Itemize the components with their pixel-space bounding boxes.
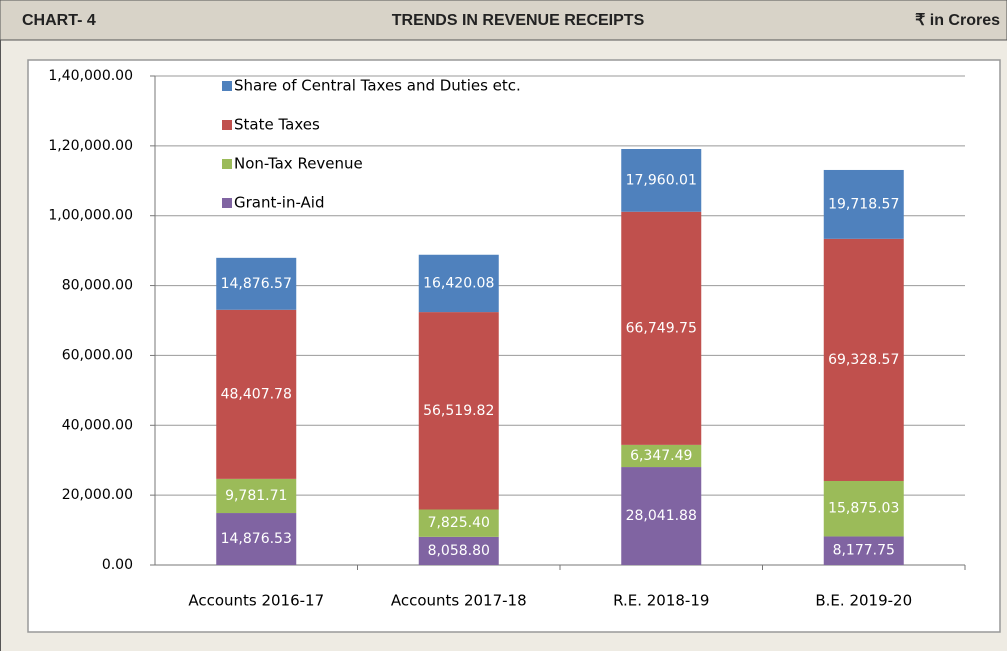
- bar-segment: [216, 257, 297, 310]
- bar-segment: [216, 513, 297, 565]
- data-label: 48,407.78: [221, 386, 292, 402]
- legend-swatch: [222, 159, 232, 169]
- data-label: 9,781.71: [225, 488, 287, 504]
- bar-segment: [621, 467, 702, 565]
- data-label: 6,347.49: [630, 448, 692, 464]
- x-tick-label: B.E. 2019-20: [815, 592, 912, 610]
- data-label: 7,825.40: [428, 515, 490, 531]
- x-tick-label: Accounts 2017-18: [391, 592, 527, 610]
- data-label: 56,519.82: [423, 403, 494, 419]
- data-label: 8,177.75: [833, 543, 895, 559]
- bar-segment: [621, 444, 702, 468]
- bar-segment: [823, 536, 904, 565]
- y-tick-label: 0.00: [102, 557, 133, 573]
- data-label: 66,749.75: [626, 320, 697, 336]
- legend-label: Non-Tax Revenue: [234, 155, 363, 173]
- data-label: 28,041.88: [626, 508, 697, 524]
- bar-segment: [418, 509, 499, 537]
- legend-swatch: [222, 198, 232, 208]
- y-tick-label: 80,000.00: [62, 278, 133, 294]
- legend-label: State Taxes: [234, 116, 320, 134]
- bar-segment: [621, 149, 702, 212]
- bar-segment: [418, 254, 499, 313]
- bar-segment: [621, 211, 702, 445]
- data-label: 8,058.80: [428, 543, 490, 559]
- y-tick-label: 1,00,000.00: [48, 208, 133, 224]
- bar-segment: [216, 478, 297, 514]
- data-label: 14,876.53: [221, 531, 292, 547]
- data-label: 16,420.08: [423, 275, 494, 291]
- x-tick-label: Accounts 2016-17: [188, 592, 324, 610]
- legend-swatch: [222, 81, 232, 91]
- bar-segment: [823, 169, 904, 239]
- bar-segment: [823, 238, 904, 481]
- legend-label: Share of Central Taxes and Duties etc.: [234, 77, 521, 95]
- bar-segment: [823, 480, 904, 537]
- chart-label: CHART- 4: [22, 12, 96, 29]
- y-tick-label: 40,000.00: [62, 417, 133, 433]
- y-tick-label: 20,000.00: [62, 487, 133, 503]
- legend-label: Grant-in-Aid: [234, 194, 325, 212]
- y-tick-label: 60,000.00: [62, 347, 133, 363]
- data-label: 69,328.57: [828, 352, 899, 368]
- bar-segment: [418, 312, 499, 510]
- bar-segment: [216, 309, 297, 479]
- y-tick-label: 1,20,000.00: [48, 138, 133, 154]
- legend-swatch: [222, 120, 232, 130]
- data-label: 19,718.57: [828, 196, 899, 212]
- unit-label: ₹ in Crores: [915, 12, 1000, 29]
- y-tick-label: 1,40,000.00: [48, 68, 133, 84]
- x-tick-label: R.E. 2018-19: [613, 592, 709, 610]
- data-label: 17,960.01: [626, 172, 697, 188]
- header-bar: [0, 0, 1007, 41]
- bar-segment: [418, 536, 499, 565]
- chart-title: TRENDS IN REVENUE RECEIPTS: [392, 12, 645, 29]
- data-label: 15,875.03: [828, 501, 899, 517]
- data-label: 14,876.57: [221, 276, 292, 292]
